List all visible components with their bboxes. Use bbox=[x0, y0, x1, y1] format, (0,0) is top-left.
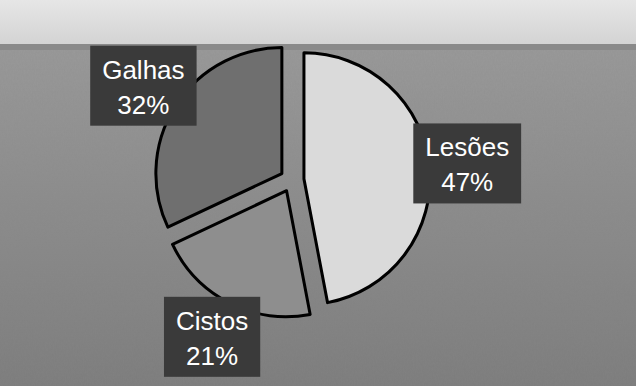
label-background bbox=[90, 46, 196, 126]
sky bbox=[0, 0, 636, 48]
label-background bbox=[413, 123, 521, 203]
label-box: Lesões 47% bbox=[413, 123, 521, 203]
category-label: Galhas bbox=[102, 55, 184, 85]
category-label: Cistos bbox=[176, 306, 248, 336]
pie-slice bbox=[304, 53, 430, 303]
label-box: Cistos 21% bbox=[164, 297, 260, 377]
label-box: Galhas 32% bbox=[90, 46, 196, 126]
background bbox=[0, 0, 636, 386]
category-label: Lesões bbox=[425, 132, 509, 162]
chart: Lesões 47% Cistos 21% Galhas 32% bbox=[0, 0, 636, 386]
value-label: 32% bbox=[117, 90, 169, 120]
pie bbox=[156, 48, 430, 317]
label-background bbox=[164, 297, 260, 377]
value-label: 47% bbox=[441, 167, 493, 197]
data-labels: Lesões 47% Cistos 21% Galhas 32% bbox=[90, 46, 521, 377]
value-label: 21% bbox=[186, 341, 238, 371]
